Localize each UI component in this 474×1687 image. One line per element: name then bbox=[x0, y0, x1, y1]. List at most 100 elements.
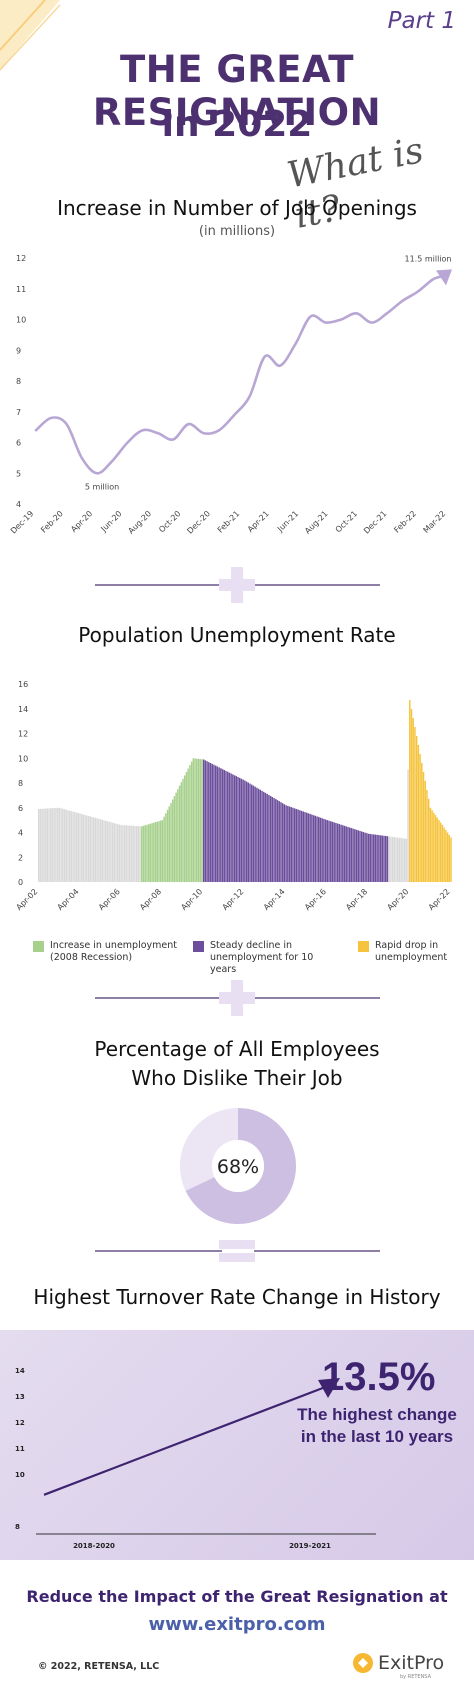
bar bbox=[233, 775, 236, 882]
bar bbox=[300, 810, 303, 882]
legend-recession: Increase in unemployment (2008 Recession… bbox=[33, 940, 183, 964]
bar bbox=[98, 818, 100, 882]
bar bbox=[283, 804, 286, 882]
bar bbox=[340, 824, 342, 882]
bar bbox=[92, 817, 95, 882]
job-openings-title: Increase in Number of Job Openings bbox=[57, 196, 417, 220]
bar bbox=[409, 700, 411, 882]
brand-logo-icon bbox=[353, 1653, 373, 1673]
x-tick-label: Jun-21 bbox=[275, 509, 300, 534]
bar bbox=[403, 838, 406, 882]
bar bbox=[393, 837, 396, 882]
data-point bbox=[233, 413, 236, 416]
y-tick-label: 6 bbox=[16, 439, 21, 448]
x-tick-label: Oct-20 bbox=[157, 509, 182, 534]
footer-link[interactable]: www.exitpro.com bbox=[148, 1614, 326, 1635]
legend-swatch-rapid bbox=[358, 941, 369, 952]
bar bbox=[316, 816, 318, 882]
bar bbox=[170, 802, 172, 882]
data-point bbox=[416, 290, 419, 293]
bar bbox=[182, 778, 184, 882]
bar bbox=[184, 775, 186, 882]
bar bbox=[213, 764, 215, 882]
bar bbox=[414, 727, 416, 882]
bar bbox=[220, 768, 222, 882]
x-tick-label: Mar-22 bbox=[421, 509, 447, 535]
x-tick-label: Oct-21 bbox=[334, 509, 359, 534]
donut-center-label: 68% bbox=[217, 1156, 259, 1178]
bar bbox=[158, 821, 160, 882]
bar bbox=[278, 801, 280, 882]
bar bbox=[189, 765, 191, 882]
bar bbox=[443, 827, 445, 882]
x-tick-label: Dec-20 bbox=[185, 509, 212, 536]
y-tick-label: 6 bbox=[18, 804, 23, 813]
bar bbox=[400, 838, 402, 882]
bar bbox=[70, 811, 73, 882]
bar bbox=[63, 809, 66, 882]
bar bbox=[385, 835, 387, 882]
y-tick-label: 12 bbox=[16, 254, 26, 263]
bar bbox=[251, 784, 253, 882]
data-point bbox=[126, 441, 129, 444]
bar bbox=[290, 807, 292, 882]
data-point bbox=[370, 321, 373, 324]
bar bbox=[336, 823, 339, 882]
y-tick-label: 5 bbox=[16, 469, 21, 478]
y-tick-label: 2 bbox=[18, 853, 23, 862]
bar bbox=[312, 815, 315, 882]
bar bbox=[161, 820, 164, 882]
legend-rapid: Rapid drop in unemployment bbox=[358, 940, 458, 964]
x-tick-label: Apr-04 bbox=[56, 887, 81, 912]
bar bbox=[436, 817, 438, 882]
bar bbox=[426, 789, 428, 882]
data-point bbox=[80, 456, 83, 459]
bar bbox=[129, 825, 131, 882]
legend-label-decline: Steady decline in unemployment for 10 ye… bbox=[210, 940, 314, 975]
turnover-title: Highest Turnover Rate Change in History bbox=[33, 1285, 441, 1309]
x-tick-label: Dec-19 bbox=[9, 509, 36, 536]
bar bbox=[450, 837, 452, 882]
x-tick-label: 2018-2020 bbox=[73, 1542, 115, 1550]
bar bbox=[293, 808, 296, 882]
bar bbox=[139, 826, 141, 882]
part-label: Part 1 bbox=[387, 8, 456, 34]
bar bbox=[302, 811, 305, 882]
x-tick-label: Apr-20 bbox=[69, 509, 94, 534]
bar bbox=[154, 822, 157, 882]
legend-swatch-decline bbox=[193, 941, 204, 952]
bar bbox=[127, 825, 129, 882]
bar bbox=[249, 783, 251, 882]
bar bbox=[192, 758, 195, 882]
bar bbox=[237, 777, 239, 882]
bar bbox=[285, 805, 287, 882]
bar bbox=[405, 838, 408, 882]
bar bbox=[230, 773, 232, 882]
bar bbox=[355, 829, 358, 882]
bar bbox=[240, 778, 243, 882]
bar bbox=[374, 834, 377, 882]
bar bbox=[86, 815, 88, 882]
bar bbox=[362, 832, 365, 882]
bar bbox=[266, 793, 268, 882]
bar bbox=[216, 766, 219, 882]
bar bbox=[187, 768, 189, 882]
legend-swatch-recession bbox=[33, 941, 44, 952]
data-point bbox=[141, 429, 144, 432]
bar bbox=[429, 807, 432, 882]
bar bbox=[108, 821, 110, 882]
bar bbox=[271, 797, 274, 882]
bar bbox=[383, 835, 385, 882]
bar bbox=[398, 837, 401, 882]
bar bbox=[38, 808, 40, 882]
bar bbox=[48, 808, 50, 882]
data-label-max: 11.5 million bbox=[404, 254, 451, 263]
bar bbox=[407, 769, 409, 882]
bar bbox=[225, 770, 227, 882]
bar bbox=[335, 822, 337, 882]
bar bbox=[74, 812, 76, 882]
bar bbox=[254, 786, 256, 882]
bar bbox=[257, 788, 260, 882]
arrowhead bbox=[318, 1378, 340, 1398]
x-tick-label: Apr-10 bbox=[179, 887, 204, 912]
